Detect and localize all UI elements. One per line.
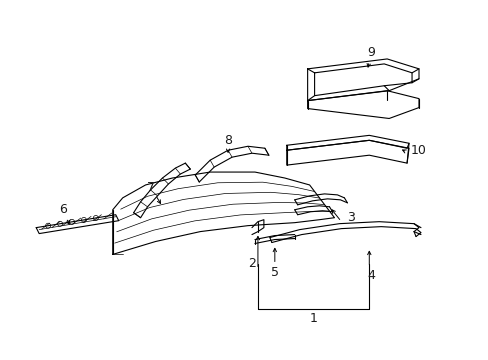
Text: 9: 9 [366, 46, 374, 59]
Text: 1: 1 [309, 312, 317, 325]
Text: 6: 6 [59, 203, 67, 216]
Text: 10: 10 [410, 144, 426, 157]
Text: 7: 7 [146, 181, 154, 194]
Text: 8: 8 [224, 134, 232, 147]
Text: 2: 2 [247, 257, 255, 270]
Text: 4: 4 [366, 269, 374, 282]
Text: 5: 5 [270, 266, 278, 279]
Text: 3: 3 [347, 211, 355, 224]
